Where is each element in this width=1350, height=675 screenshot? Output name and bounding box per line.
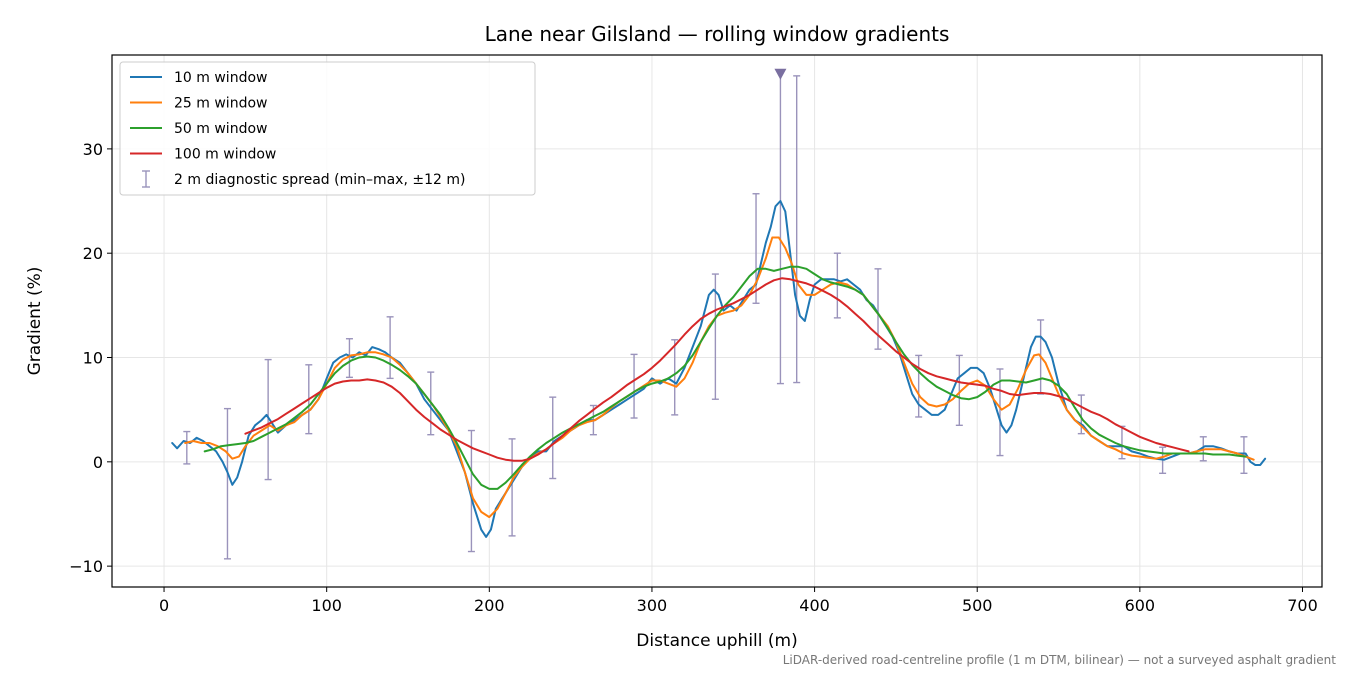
x-tick-label: 100: [311, 596, 342, 615]
legend-label: 50 m window: [174, 121, 267, 137]
x-tick-label: 200: [474, 596, 505, 615]
error-bar: [711, 273, 719, 400]
y-tick-label: 0: [93, 453, 103, 472]
x-tick-label: 300: [637, 596, 668, 615]
y-tick-label: 30: [83, 140, 103, 159]
error-bar: [955, 354, 963, 427]
grid: [112, 55, 1322, 587]
markers: [774, 68, 787, 80]
legend-label: 2 m diagnostic spread (min–max, ±12 m): [174, 172, 465, 188]
series-line-1: [171, 200, 1267, 538]
error-bar: [996, 368, 1004, 457]
error-bars: [183, 69, 1248, 560]
x-tick-label: 700: [1287, 596, 1318, 615]
legend-label: 25 m window: [174, 96, 267, 112]
peak-marker-icon: [774, 68, 787, 80]
error-bar: [671, 339, 679, 416]
y-tick-label: −10: [69, 557, 103, 576]
legend-entry: 25 m window: [130, 96, 267, 112]
legend-box: [119, 61, 536, 196]
series-line-4: [244, 277, 1190, 462]
y-tick-label: 10: [83, 349, 103, 368]
series-line-2: [184, 236, 1255, 519]
error-bar: [264, 358, 272, 481]
error-bar: [345, 338, 353, 379]
legend-entry: 100 m window: [130, 147, 276, 163]
legend-entry: 2 m diagnostic spread (min–max, ±12 m): [142, 170, 465, 188]
x-axis-label: Distance uphill (m): [636, 631, 797, 651]
error-bar: [223, 407, 231, 560]
legend: 10 m window 25 m window 50 m window 100 m w…: [119, 61, 536, 196]
chart-title: Lane near Gilsland — rolling window grad…: [485, 22, 950, 46]
plot-frame: [111, 54, 1323, 588]
legend-entry: 50 m window: [130, 121, 267, 137]
legend-label: 100 m window: [174, 147, 276, 163]
x-tick-label: 500: [962, 596, 993, 615]
x-tick-label: 600: [1125, 596, 1156, 615]
y-axis-label: Gradient (%): [25, 267, 45, 376]
x-axis-ticks: 0 100 200 300 400 500 600 700: [159, 587, 1318, 615]
error-bar: [630, 353, 638, 419]
series-line-3: [203, 265, 1247, 490]
error-bar: [508, 438, 516, 537]
x-tick-label: 400: [799, 596, 830, 615]
error-bar: [386, 316, 394, 380]
error-bar: [833, 252, 841, 319]
footnote: LiDAR-derived road-centreline profile (1…: [783, 653, 1337, 667]
legend-entry: 10 m window: [130, 70, 267, 86]
y-axis-ticks: −10 0 10 20 30: [69, 140, 112, 576]
x-tick-label: 0: [159, 596, 169, 615]
series-lines: [171, 200, 1267, 538]
y-tick-label: 20: [83, 244, 103, 263]
error-bar: [776, 69, 784, 385]
legend-label: 10 m window: [174, 70, 267, 86]
error-bar: [183, 430, 191, 465]
error-bar: [793, 75, 801, 384]
error-bar: [915, 354, 923, 418]
